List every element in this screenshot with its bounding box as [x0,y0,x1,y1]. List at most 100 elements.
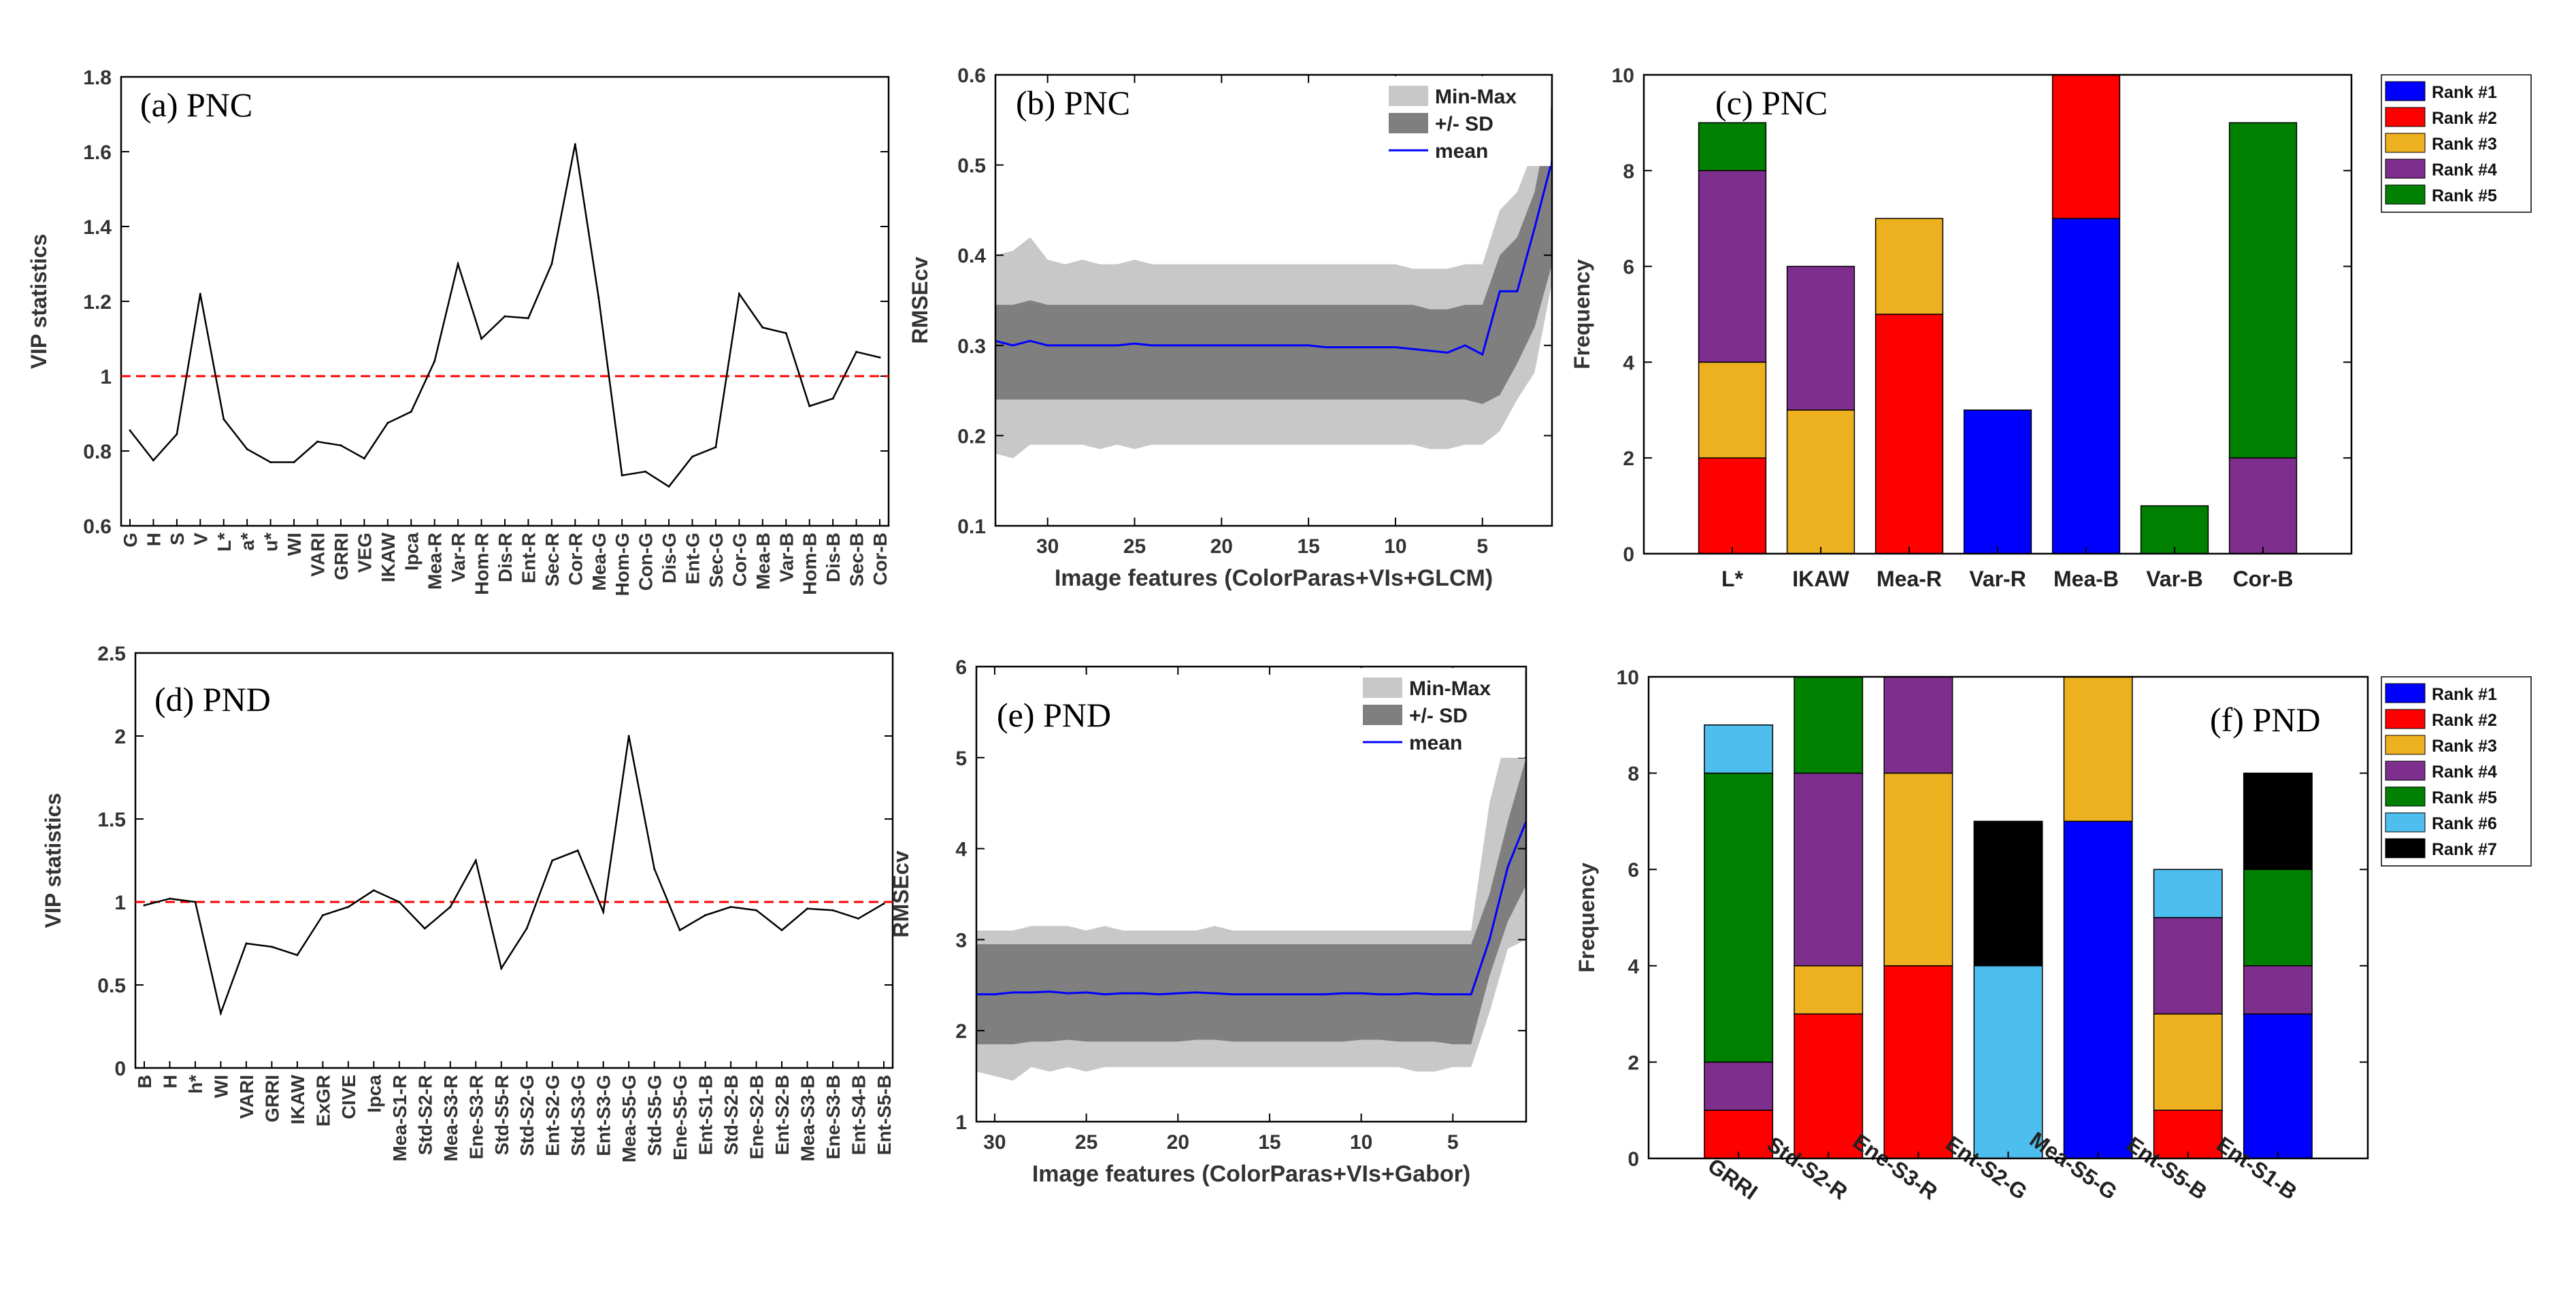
y-tick-label: 4 [955,839,967,861]
y-tick-label: 1.4 [83,216,112,239]
vip-point [857,917,860,920]
bar-segment [2153,1109,2223,1159]
x-tick-label: Ene-S3-B [823,1075,844,1159]
x-tick-label: Dis-R [495,533,516,582]
vip-point [780,928,783,931]
legend-label: Rank #5 [2432,186,2497,205]
bar-segment [1704,772,1774,1063]
vip-point [831,397,834,400]
y-tick-label: 0.5 [957,155,986,178]
vip-point [176,433,178,435]
bar-segment [1698,361,1767,458]
x-tick-label: Sec-G [706,533,727,588]
x-tick-label: Std-S2-G [516,1075,538,1156]
legend-swatch [2385,133,2426,153]
y-axis-label: VIP statistics [27,234,51,369]
legend-swatch [1363,677,1402,698]
vip-point [550,263,553,265]
x-tick-label: Var-B [2146,567,2203,591]
vip-point [199,292,201,295]
legend-label: Rank #4 [2432,763,2497,782]
x-tick-label: Ene-S5-G [670,1075,691,1160]
y-tick-label: 6 [1623,256,1634,279]
bar-segment [1704,724,1774,774]
legend-label: Rank #5 [2432,788,2497,807]
vip-point [340,444,342,447]
rmse-chart-e: 1 2 3 4 5 6 RMSEcv 30 25 20 15 10 5 Image features (C… [889,656,1528,1187]
x-tick-label: Con-G [635,533,657,591]
x-tick-label: WI [284,533,305,556]
vip-point [316,440,318,443]
x-tick-label: IKAW [1792,567,1849,591]
y-tick-label: 0.2 [957,425,986,448]
vip-point [480,337,483,340]
legend-swatch [2385,760,2426,781]
vip-point [761,327,764,329]
x-tick-label: a* [237,533,258,551]
bar-segment [2051,218,2121,554]
y-tick-label: 0.6 [83,516,112,538]
y-tick-label: 10 [1612,65,1634,87]
x-tick-label: Cor-B [870,533,891,586]
vip-point [219,1011,222,1014]
y-tick-label: 0.6 [957,65,986,87]
bar-segment [1794,965,1864,1015]
y-tick-label: 1.2 [83,291,112,314]
x-tick-label: S [167,533,188,546]
x-tick-label: Ent-S1-B [695,1075,716,1155]
bar-segment [2063,676,2133,822]
legend-label: Min-Max [1409,677,1491,700]
x-tick-label: Sec-R [542,533,563,586]
legend-label: Rank #7 [2432,840,2497,859]
x-tick-label: Hom-R [472,533,493,595]
x-tick-label: 20 [1167,1131,1189,1154]
legend-label: Min-Max [1435,86,1517,108]
y-tick-label: 1.5 [97,809,126,831]
x-tick-label: u* [261,533,282,552]
y-tick-label: 2 [1628,1052,1639,1074]
y-tick-label: 1 [114,892,126,914]
x-tick-label: Ent-G [682,533,704,584]
x-tick-label: Mea-B [753,533,774,590]
legend-swatch [1363,705,1402,725]
bar-segment [2243,965,2313,1015]
legend: Rank #1 Rank #2 Rank #3 Rank #4 Rank #5 [2381,74,2532,213]
legend-label: Rank #4 [2432,161,2497,180]
vip-point [296,954,299,956]
legend-swatch [2385,786,2426,807]
sd-band [976,757,1526,1045]
legend-swatch [2385,838,2426,858]
y-tick-label: 0 [114,1058,126,1080]
x-tick-label: Std-S2-R [414,1075,435,1155]
vip-series-line [144,735,885,1016]
x-tick-label: h* [185,1075,206,1094]
legend-label: mean [1409,732,1462,754]
vip-point [386,422,389,424]
vip-point [449,905,452,908]
bar-segment [1963,409,2032,554]
vip-point [602,911,605,914]
x-tick-label: Var-B [776,533,797,582]
panel-label: (f) PND [2210,701,2320,739]
legend: Min-Max +/- SD mean [1356,668,1525,758]
vip-point [729,905,732,908]
y-tick-label: 0.4 [957,245,986,267]
x-tick-label: Ent-S2-G [542,1075,563,1156]
x-tick-label: 25 [1123,535,1146,558]
mean-line [976,820,1528,996]
vip-point [525,927,528,930]
rmse-chart-b: 0.1 0.2 0.3 0.4 0.5 0.6 RMSEcv 30 25 20 15 10 5 Image… [908,65,1553,591]
bar-segment [1883,676,1953,774]
vip-point [644,470,647,473]
x-tick-label: Std-S5-G [644,1075,665,1156]
bar-segment [2140,505,2209,554]
vip-point [691,455,693,458]
vip-point [551,859,554,862]
legend-swatch [2385,158,2426,179]
vip-point [678,928,681,931]
vip-point [621,474,623,477]
x-tick-label: VARI [236,1075,257,1119]
x-tick-label: Var-R [1969,567,2026,591]
vip-point [704,914,707,917]
